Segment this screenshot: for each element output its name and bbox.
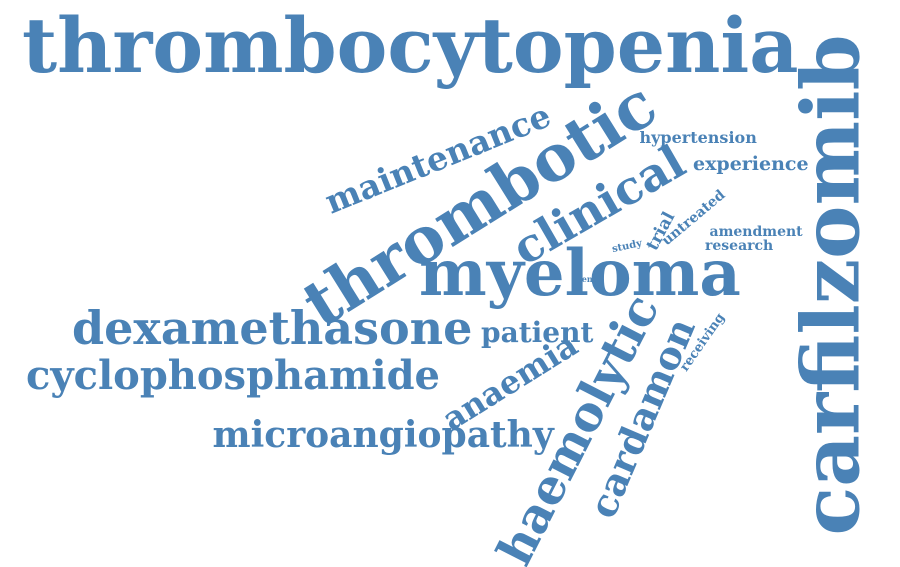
word-amendment: amendment bbox=[709, 224, 803, 240]
word-myeloma: myeloma bbox=[419, 236, 741, 311]
word-patient: patient bbox=[481, 316, 594, 349]
word-cyclophosphamide: cyclophosphamide bbox=[26, 352, 440, 399]
word-event: event bbox=[572, 274, 597, 284]
word-microangiopathy: microangiopathy bbox=[212, 414, 554, 456]
word-dexamethasone: dexamethasone bbox=[72, 301, 473, 355]
word-thrombocytopenia: thrombocytopenia bbox=[22, 1, 799, 90]
word-carfilzomib: carfilzomib bbox=[783, 34, 878, 536]
word-experience: experience bbox=[693, 152, 809, 175]
word-research: research bbox=[705, 238, 774, 254]
word-hypertension: hypertension bbox=[639, 128, 757, 147]
